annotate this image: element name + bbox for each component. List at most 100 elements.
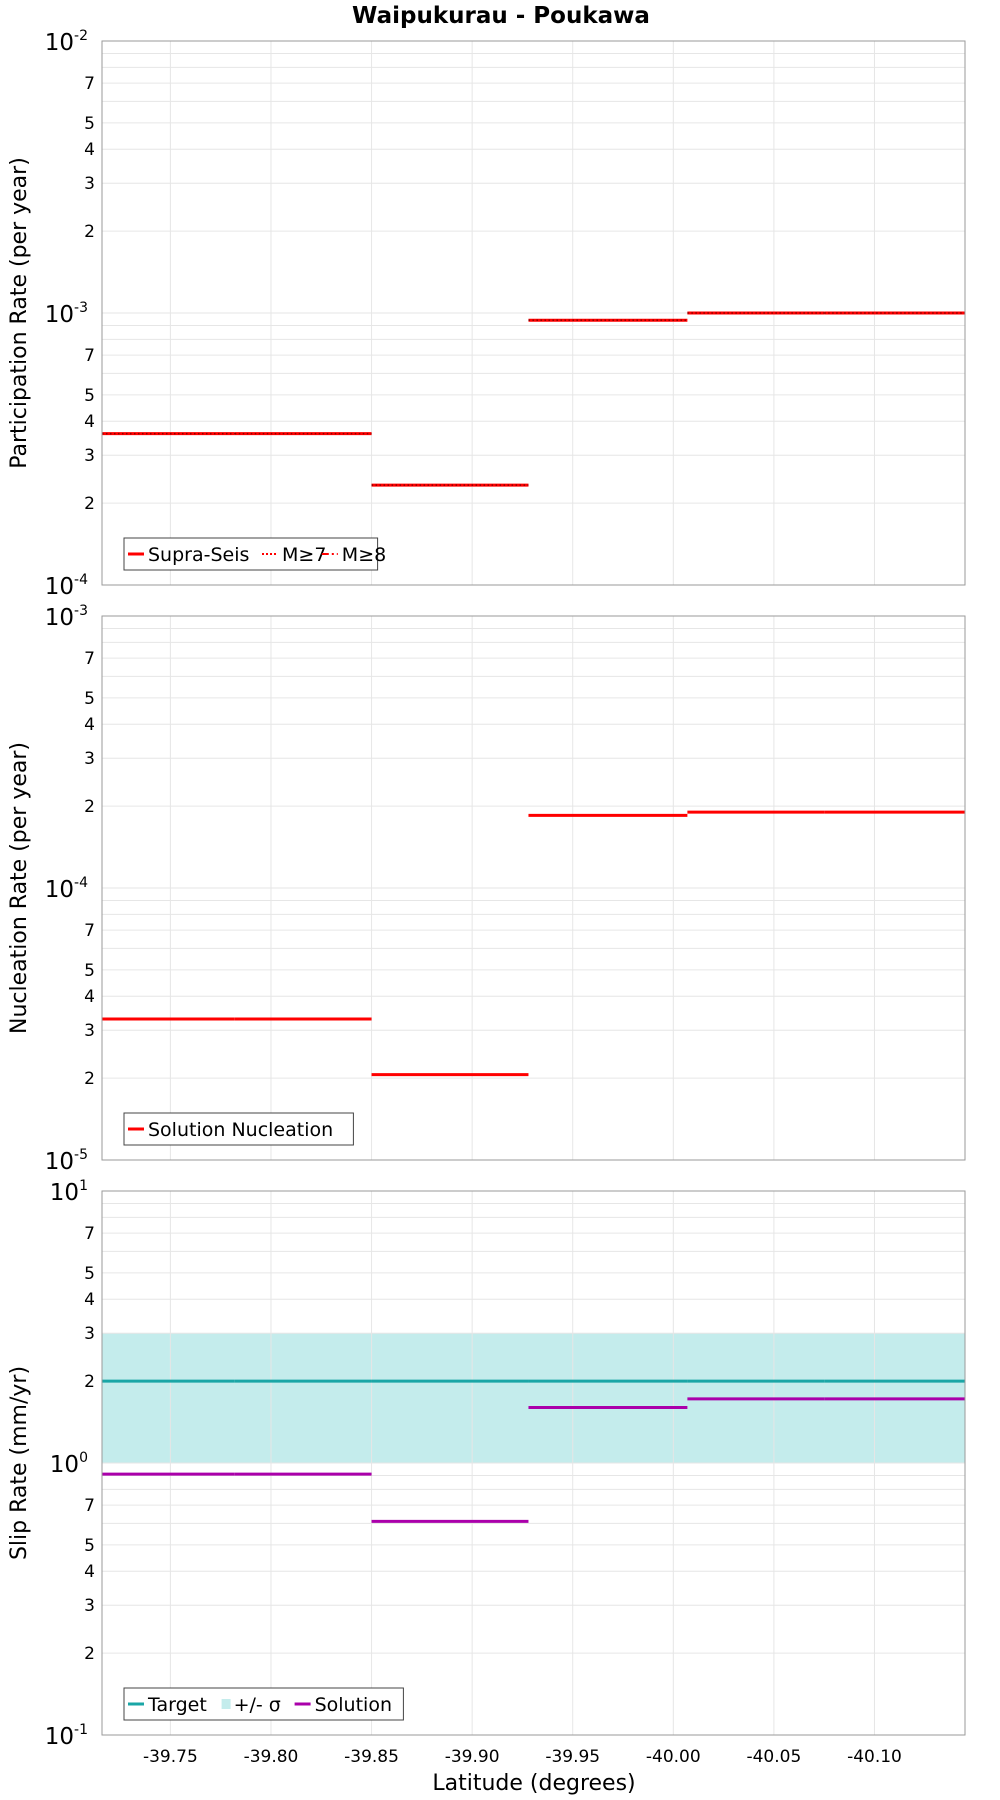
y-tick-label: 3 bbox=[84, 174, 95, 194]
series-solution-nucleation bbox=[102, 810, 965, 1077]
x-tick-label: -40.10 bbox=[847, 1747, 902, 1767]
y-decade-base: 10 bbox=[45, 605, 74, 631]
y-tick-label: 3 bbox=[84, 446, 95, 466]
legend-item: M≥8 bbox=[321, 544, 386, 566]
y-decade-exponent: -5 bbox=[74, 1147, 88, 1163]
panel-frame bbox=[101, 40, 966, 586]
y-tick-label: 2 bbox=[84, 797, 95, 817]
y-tick-label: 2 bbox=[84, 1069, 95, 1089]
y-tick-label: 4 bbox=[84, 1290, 95, 1310]
legend-item: M≥7 bbox=[262, 544, 326, 566]
x-axis-label: Latitude (degrees) bbox=[432, 1771, 635, 1796]
y-decade-label: 10-2 bbox=[45, 28, 88, 56]
y-tick-label: 4 bbox=[84, 987, 95, 1007]
y-tick-label: 5 bbox=[84, 961, 95, 981]
x-tick-label: -40.05 bbox=[746, 1747, 801, 1767]
series-m-7 bbox=[102, 312, 965, 486]
y-decade-exponent: -3 bbox=[74, 603, 88, 619]
y-decade-exponent: 1 bbox=[79, 1178, 88, 1194]
x-tick-label: -39.90 bbox=[445, 1747, 500, 1767]
legend-label: +/- σ bbox=[234, 1694, 281, 1716]
legend-label: M≥7 bbox=[282, 544, 326, 566]
y-tick-label: 3 bbox=[84, 1596, 95, 1616]
x-tick-label: -40.00 bbox=[646, 1747, 701, 1767]
y-tick-label: 5 bbox=[84, 114, 95, 134]
y-tick-label: 5 bbox=[84, 386, 95, 406]
y-decade-label: 100 bbox=[50, 1450, 88, 1478]
y-decade-label: 10-1 bbox=[45, 1722, 88, 1750]
legend-item: Solution Nucleation bbox=[128, 1119, 333, 1141]
y-tick-label: 2 bbox=[84, 1644, 95, 1664]
x-tick-label: -39.95 bbox=[545, 1747, 600, 1767]
y-tick-label: 7 bbox=[84, 1496, 95, 1516]
y-tick-label: 4 bbox=[84, 715, 95, 735]
y-decade-exponent: -3 bbox=[74, 300, 88, 316]
chart-title: Waipukurau - Poukawa bbox=[352, 3, 650, 29]
legend-box bbox=[123, 537, 379, 571]
legend-label: Target bbox=[147, 1694, 207, 1716]
y-tick-label: 4 bbox=[84, 1562, 95, 1582]
y-tick-label: 7 bbox=[84, 649, 95, 669]
legend: Solution Nucleation bbox=[123, 1112, 354, 1146]
y-decade-base: 10 bbox=[45, 1724, 74, 1750]
y-decade-label: 10-3 bbox=[45, 603, 88, 631]
legend-box bbox=[123, 1687, 404, 1721]
panel-frame bbox=[101, 615, 966, 1161]
legend-label: Supra-Seis bbox=[148, 544, 249, 566]
y-tick-label: 4 bbox=[84, 140, 95, 160]
y-decade-label: 10-4 bbox=[45, 572, 88, 600]
y-tick-label: 3 bbox=[84, 1021, 95, 1041]
y-tick-label: 3 bbox=[84, 1324, 95, 1344]
y-tick-label: 5 bbox=[84, 1536, 95, 1556]
y-decade-base: 10 bbox=[45, 302, 74, 328]
y-tick-label: 7 bbox=[84, 921, 95, 941]
legend: Supra-Seis M≥7 M≥8 bbox=[123, 537, 386, 571]
y-tick-label: 2 bbox=[84, 222, 95, 242]
y-decade-label: 10-4 bbox=[45, 875, 88, 903]
y-tick-label: 7 bbox=[84, 346, 95, 366]
y-decade-base: 10 bbox=[50, 1180, 79, 1206]
y-decade-label: 10-3 bbox=[45, 300, 88, 328]
y-decade-exponent: 0 bbox=[79, 1450, 88, 1466]
legend-item: +/- σ bbox=[221, 1694, 281, 1716]
x-tick-label: -39.75 bbox=[143, 1747, 198, 1767]
legend-item: Solution bbox=[294, 1694, 392, 1716]
y-decade-label: 101 bbox=[50, 1178, 88, 1206]
y-axis-label: Slip Rate (mm/yr) bbox=[7, 1366, 32, 1560]
y-tick-label: 7 bbox=[84, 74, 95, 94]
y-decade-base: 10 bbox=[45, 30, 74, 56]
y-axis-label: Participation Rate (per year) bbox=[7, 157, 32, 469]
y-tick-label: 7 bbox=[84, 1224, 95, 1244]
y-tick-label: 2 bbox=[84, 1372, 95, 1392]
x-tick-label: -39.80 bbox=[244, 1747, 299, 1767]
legend-item: Supra-Seis bbox=[128, 544, 249, 566]
series-solution bbox=[102, 1397, 965, 1523]
y-decade-exponent: -2 bbox=[74, 28, 88, 44]
y-decade-label: 10-5 bbox=[45, 1147, 88, 1175]
y-tick-label: 5 bbox=[84, 689, 95, 709]
legend-swatch bbox=[221, 1699, 231, 1709]
y-axis-label: Nucleation Rate (per year) bbox=[7, 742, 32, 1034]
y-decade-base: 10 bbox=[45, 574, 74, 600]
y-tick-label: 4 bbox=[84, 412, 95, 432]
legend-label: Solution Nucleation bbox=[148, 1119, 333, 1141]
y-decade-exponent: -4 bbox=[74, 572, 88, 588]
y-tick-label: 5 bbox=[84, 1264, 95, 1284]
y-tick-label: 2 bbox=[84, 494, 95, 514]
y-decade-base: 10 bbox=[45, 877, 74, 903]
legend: Target +/- σ Solution bbox=[123, 1687, 404, 1721]
legend-label: Solution bbox=[315, 1694, 392, 1716]
legend-item: Target bbox=[128, 1694, 207, 1716]
x-tick-label: -39.85 bbox=[344, 1747, 399, 1767]
y-decade-base: 10 bbox=[45, 1149, 74, 1175]
y-decade-exponent: -4 bbox=[74, 875, 88, 891]
y-tick-label: 3 bbox=[84, 749, 95, 769]
y-decade-base: 10 bbox=[50, 1452, 79, 1478]
panel-frame bbox=[101, 1190, 966, 1736]
legend-label: M≥8 bbox=[342, 544, 386, 566]
